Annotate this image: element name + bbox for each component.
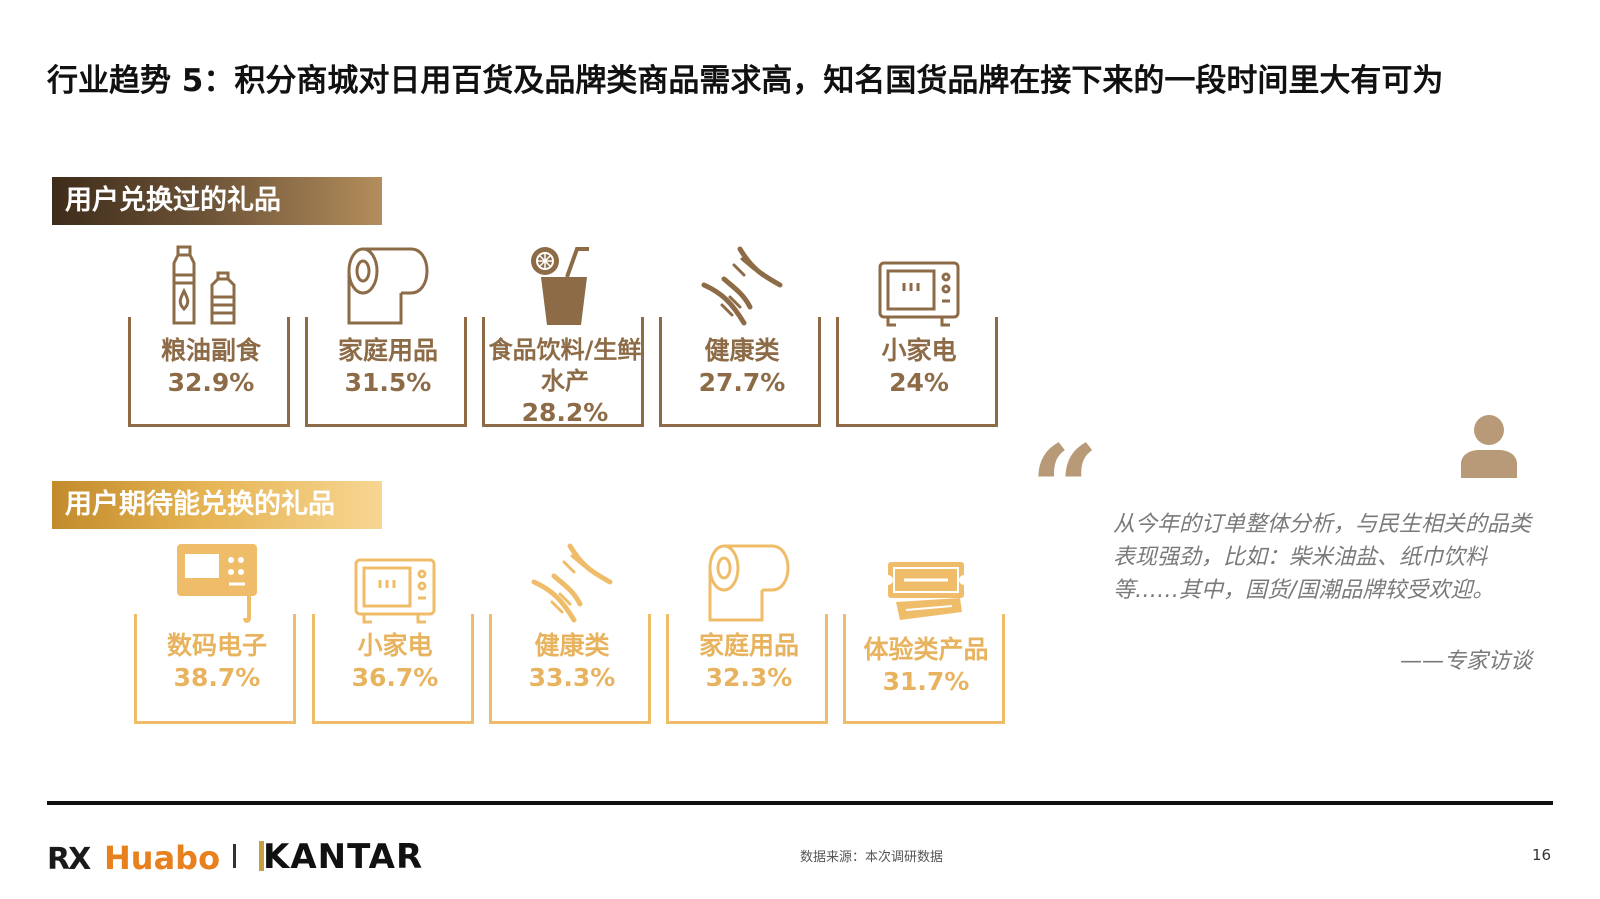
- quote-source: ——专家访谈: [1399, 649, 1532, 674]
- logo-separator: [233, 844, 236, 868]
- category-percent: 36.7%: [351, 663, 439, 692]
- category-name: 小家电: [881, 336, 957, 365]
- category-percent: 24%: [889, 368, 949, 397]
- category-name: 粮油副食: [160, 336, 261, 365]
- section-label-expected: 用户期待能兑换的礼品: [52, 481, 382, 529]
- card-frame: [312, 614, 474, 724]
- rx-logo: RX: [47, 842, 91, 877]
- category-name: 健康类: [704, 336, 780, 365]
- footer-divider: [47, 801, 1553, 805]
- category-percent: 33.3%: [528, 663, 616, 692]
- category-percent: 27.7%: [698, 368, 786, 397]
- card-frame: [134, 614, 296, 724]
- card-frame: [659, 317, 821, 427]
- dna-icon: [489, 536, 655, 624]
- drink-cup-icon: [482, 239, 648, 327]
- card-frame: [836, 317, 998, 427]
- category-name: 体验类产品: [863, 635, 989, 664]
- microwave-icon: [836, 239, 1002, 327]
- data-source-note: 数据来源：本次调研数据: [800, 850, 944, 865]
- paper-roll-icon: [305, 239, 471, 327]
- page-title: 行业趋势 5：积分商城对日用百货及品牌类商品需求高，知名国货品牌在接下来的一段时…: [47, 63, 1444, 99]
- category-percent: 31.7%: [882, 667, 970, 696]
- page-number: 16: [1532, 846, 1552, 864]
- digital-device-icon: [134, 536, 300, 624]
- category-percent: 38.7%: [173, 663, 261, 692]
- card-frame: [489, 614, 651, 724]
- category-name: 健康类: [534, 631, 610, 660]
- quote-mark-icon: “: [1030, 419, 1100, 560]
- card-frame: [666, 614, 828, 724]
- kantar-logo: KANTAR: [259, 837, 423, 877]
- category-percent: 32.9%: [167, 368, 255, 397]
- dna-icon: [659, 239, 825, 327]
- expert-quote: 从今年的订单整体分析，与民生相关的品类表现强劲，比如：柴米油盐、纸巾饮料等……其…: [1113, 512, 1532, 603]
- section-label-redeemed: 用户兑换过的礼品: [52, 177, 382, 225]
- card-frame: [843, 614, 1005, 724]
- card-frame: [482, 317, 644, 427]
- category-name: 食品饮料/生鲜水产: [488, 336, 642, 395]
- category-percent: 31.5%: [344, 368, 432, 397]
- category-percent: 32.3%: [705, 663, 793, 692]
- category-name: 家庭用品: [337, 336, 438, 365]
- kantar-logo-text: KANTAR: [263, 837, 424, 877]
- paper-roll-icon: [666, 536, 832, 624]
- card-frame: [305, 317, 467, 427]
- category-name: 家庭用品: [698, 631, 799, 660]
- category-name: 数码电子: [166, 631, 267, 660]
- card-frame: [128, 317, 290, 427]
- huabo-logo: Huabo: [104, 839, 221, 877]
- category-name: 小家电: [357, 631, 433, 660]
- microwave-icon: [312, 536, 478, 624]
- category-percent: 28.2%: [521, 398, 609, 427]
- oil-bottles-icon: [128, 239, 294, 327]
- ticket-icon: [843, 536, 1009, 624]
- person-avatar-icon: [1459, 414, 1519, 482]
